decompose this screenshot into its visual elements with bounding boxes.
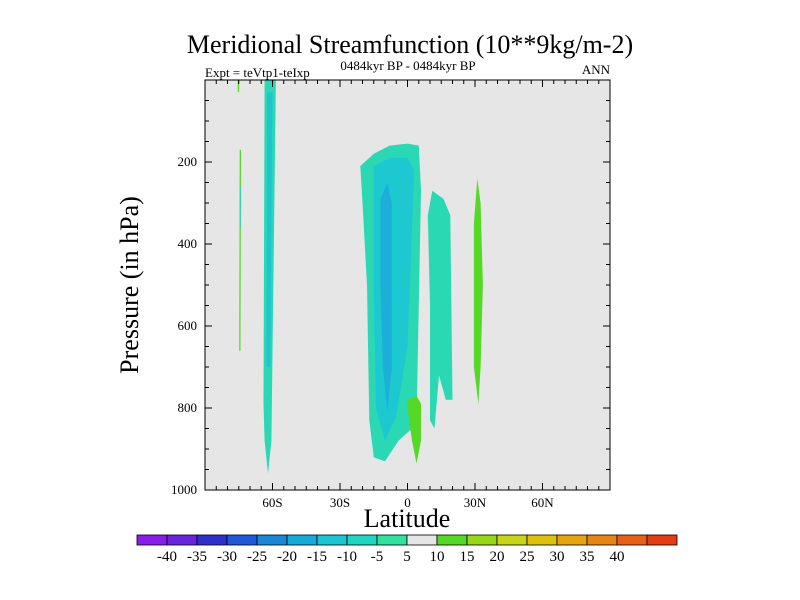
colorbar-swatch <box>196 534 228 546</box>
colorbar-swatch <box>496 534 528 546</box>
colorbar-label: -40 <box>157 549 177 565</box>
contour-regions <box>237 80 483 474</box>
period-label: 0484kyr BP - 0484kyr BP <box>340 58 475 73</box>
colorbar-label: -10 <box>337 549 357 565</box>
contour-nh-positive-cell <box>473 178 483 404</box>
colorbar-label: 10 <box>430 549 445 565</box>
colorbar-label: -5 <box>371 549 384 565</box>
season-label: ANN <box>582 62 611 77</box>
colorbar-swatch <box>526 534 558 546</box>
x-tick-label: 0 <box>404 495 411 510</box>
contour-tropical-cell-inner <box>380 182 392 413</box>
colorbar: -40 -35 -30 -25 -20 -15 -10 -5 5 10 15 20 25 30 35 40 <box>136 534 678 565</box>
contour-sh-column-inner <box>266 92 273 368</box>
colorbar-swatch <box>226 534 258 546</box>
colorbar-label: -30 <box>217 549 237 565</box>
colorbar-swatch <box>346 534 378 546</box>
y-tick-label: 1000 <box>171 482 197 497</box>
colorbar-label: 5 <box>403 549 411 565</box>
colorbar-swatch <box>406 534 438 546</box>
experiment-label: Expt = teVtp1-teIxp <box>205 65 310 80</box>
x-tick-label: 30S <box>330 495 350 510</box>
x-axis-ticks: 60S 30S 0 30N 60N <box>215 80 600 510</box>
colorbar-label: 15 <box>460 549 475 565</box>
chart-title: Meridional Streamfunction (10**9kg/m-2) <box>187 30 633 59</box>
y-tick-label: 400 <box>178 236 198 251</box>
x-tick-label: 60S <box>262 495 282 510</box>
x-tick-label: 60N <box>531 495 554 510</box>
colorbar-label: -20 <box>277 549 297 565</box>
contour-secondary-cell <box>427 190 453 429</box>
colorbar-label: 40 <box>610 549 625 565</box>
y-axis-ticks: 200 400 600 800 1000 <box>171 100 610 497</box>
colorbar-swatch <box>646 534 678 546</box>
colorbar-label: 25 <box>520 549 535 565</box>
colorbar-label: 30 <box>550 549 565 565</box>
y-tick-label: 200 <box>178 154 198 169</box>
contour-narrow-band-c <box>239 186 241 228</box>
colorbar-swatch <box>136 534 168 546</box>
y-tick-label: 800 <box>178 400 198 415</box>
colorbar-label: -35 <box>187 549 207 565</box>
colorbar-swatch <box>466 534 498 546</box>
x-tick-label: 30N <box>464 495 487 510</box>
colorbar-swatch <box>316 534 348 546</box>
colorbar-label: -25 <box>247 549 267 565</box>
colorbar-label: -15 <box>307 549 327 565</box>
colorbar-swatch <box>166 534 198 546</box>
y-tick-label: 600 <box>178 318 198 333</box>
colorbar-label: 20 <box>490 549 505 565</box>
colorbar-swatch <box>616 534 648 546</box>
colorbar-swatch <box>256 534 288 546</box>
colorbar-swatch <box>586 534 618 546</box>
colorbar-label: 35 <box>580 549 595 565</box>
colorbar-swatch <box>286 534 318 546</box>
x-axis-label: Latitude <box>364 504 451 533</box>
colorbar-swatch <box>556 534 588 546</box>
colorbar-swatch <box>436 534 468 546</box>
y-axis-label: Pressure (in hPa) <box>115 196 144 374</box>
colorbar-swatch <box>376 534 408 546</box>
contour-lower-positive-cell <box>407 395 421 464</box>
